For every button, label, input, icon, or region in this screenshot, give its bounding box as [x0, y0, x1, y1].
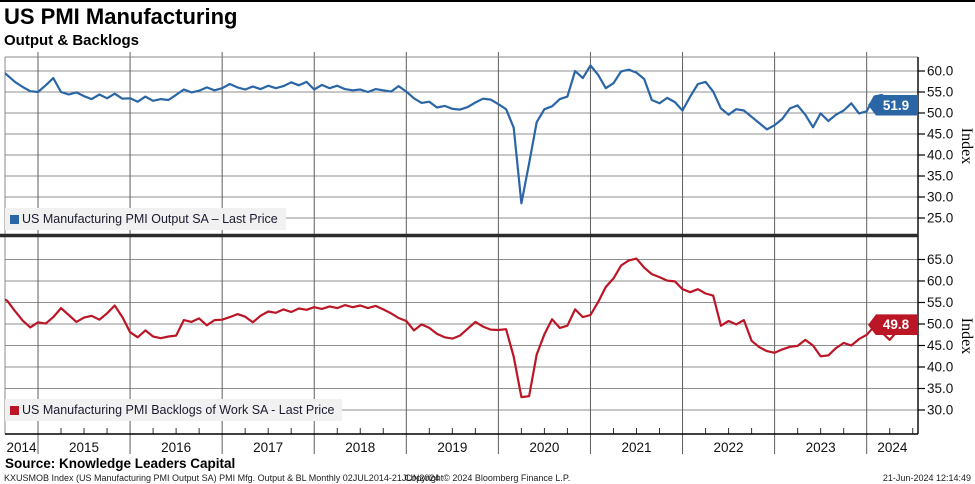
backlogs-last-price-badge[interactable]: 49.8: [868, 314, 918, 336]
x-year-label: 2023: [806, 440, 836, 455]
page-title: US PMI Manufacturing: [4, 4, 238, 29]
y-tick-label: 35.0: [927, 169, 953, 184]
x-year-label: 2024: [877, 440, 908, 455]
x-year-label: 2017: [253, 440, 283, 455]
y-tick-label: 60.0: [927, 64, 953, 79]
y-axis-title-top: Index: [958, 127, 975, 165]
y-tick-label: 50.0: [927, 317, 953, 332]
y-tick-label: 55.0: [927, 295, 953, 310]
x-year-label: 2015: [69, 440, 99, 455]
backlogs-line-series[interactable]: [0, 257, 906, 399]
x-year-label: 2018: [345, 440, 375, 455]
copyright-text: Copyright© 2024 Bloomberg Finance L.P.: [404, 473, 571, 483]
x-year-label: 2020: [529, 440, 559, 455]
legend-backlogs-label: US Manufacturing PMI Backlogs of Work SA…: [22, 403, 335, 417]
x-year-label: 2022: [714, 440, 744, 455]
y-tick-label: 30.0: [927, 190, 953, 205]
x-year-label: 2014: [6, 440, 37, 455]
output-last-price-badge[interactable]: 51.9: [868, 94, 918, 116]
y-tick-label: 50.0: [927, 106, 953, 121]
y-tick-label: 45.0: [927, 338, 953, 353]
y-tick-label: 40.0: [927, 360, 953, 375]
chart-subtitle: Output & Backlogs: [4, 32, 140, 49]
y-axis-title-bottom: Index: [958, 317, 975, 355]
legend-backlogs[interactable]: US Manufacturing PMI Backlogs of Work SA…: [5, 399, 343, 421]
x-year-label: 2021: [621, 440, 651, 455]
y-tick-label: 60.0: [927, 274, 953, 289]
y-tick-label: 35.0: [927, 381, 953, 396]
timestamp: 21-Jun-2024 12:14:49: [882, 473, 971, 483]
output-line-series[interactable]: [0, 64, 906, 205]
y-tick-label: 45.0: [927, 127, 953, 142]
x-year-label: 2016: [161, 440, 191, 455]
ticker-description: KXUSMOB Index (US Manufacturing PMI Outp…: [4, 473, 440, 483]
y-tick-label: 25.0: [927, 211, 953, 226]
y-tick-label: 30.0: [927, 403, 953, 418]
x-year-label: 2019: [437, 440, 467, 455]
source-attribution: Source: Knowledge Leaders Capital: [5, 456, 236, 471]
legend-output-label: US Manufacturing PMI Output SA – Last Pr…: [22, 212, 278, 226]
output-series-marker-icon: [10, 214, 19, 224]
y-tick-label: 65.0: [927, 252, 953, 267]
legend-output[interactable]: US Manufacturing PMI Output SA – Last Pr…: [5, 208, 286, 230]
backlogs-series-marker-icon: [10, 405, 19, 415]
y-tick-label: 55.0: [927, 85, 953, 100]
y-tick-label: 40.0: [927, 148, 953, 163]
